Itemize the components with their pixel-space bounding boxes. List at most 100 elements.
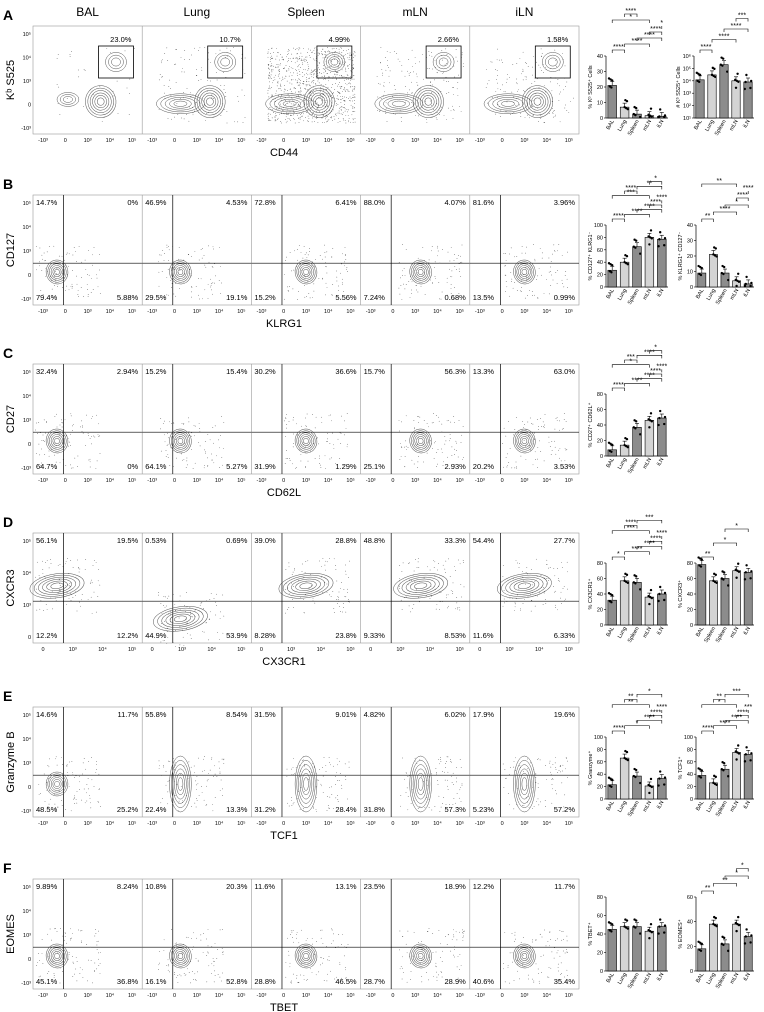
event-dot: [211, 289, 212, 291]
event-dot: [169, 613, 171, 615]
event-dot: [301, 425, 302, 427]
contour-line: [416, 772, 426, 796]
significance-bracket: [649, 373, 663, 377]
contour-line: [315, 97, 323, 106]
event-dot: [305, 580, 307, 582]
x-tick-label: -10³: [475, 821, 485, 827]
event-dot: [563, 413, 565, 414]
event-dot: [48, 971, 50, 972]
event-dot: [268, 87, 269, 89]
event-dot: [319, 72, 320, 73]
event-dot: [532, 443, 534, 445]
event-dot: [314, 70, 315, 72]
event-dot: [335, 72, 337, 73]
contour-line: [296, 945, 316, 967]
x-tick-label: 10³: [287, 647, 295, 653]
event-dot: [561, 973, 562, 974]
event-dot: [311, 76, 313, 78]
event-dot: [350, 75, 351, 77]
event-dot: [68, 597, 70, 599]
event-dot: [278, 108, 280, 109]
bar-y-tick-label: 80: [597, 561, 603, 567]
event-dot: [516, 964, 518, 965]
event-dot: [269, 75, 270, 76]
event-dot: [219, 447, 220, 449]
x-tick-label: 10⁵: [128, 308, 136, 315]
bar-y-tick-label: 0: [690, 797, 693, 803]
event-dot: [218, 280, 220, 281]
bar: [607, 85, 617, 119]
event-dot: [299, 118, 301, 120]
event-dot: [61, 800, 62, 801]
event-dot: [570, 100, 571, 102]
data-point: [736, 72, 739, 76]
event-dot: [431, 809, 433, 811]
event-dot: [68, 289, 70, 291]
event-dot: [345, 611, 347, 613]
event-dot: [222, 954, 224, 956]
event-dot: [349, 59, 351, 61]
event-dot: [449, 260, 451, 262]
event-dot: [298, 959, 300, 961]
event-dot: [455, 570, 456, 571]
event-dot: [344, 90, 346, 92]
event-dot: [339, 962, 341, 964]
quadrant-top-left-percent: 23.5%: [364, 882, 386, 891]
event-dot: [327, 561, 328, 563]
event-dot: [567, 777, 568, 779]
x-tick-label: 0: [501, 138, 504, 144]
significance-bracket: [649, 31, 663, 35]
x-tick-label: 10⁴: [433, 820, 442, 827]
event-dot: [315, 974, 317, 976]
event-dot: [323, 946, 325, 948]
contour-line: [414, 582, 428, 589]
x-tick-label: 10³: [84, 138, 92, 144]
contour-line: [378, 95, 419, 113]
event-dot: [195, 102, 197, 103]
event-dot: [166, 597, 168, 599]
x-tick-label: 10³: [411, 478, 419, 484]
quadrant-bottom-left-percent: 13.5%: [473, 293, 495, 302]
event-dot: [270, 113, 271, 115]
contour-line: [50, 434, 64, 448]
event-dot: [408, 281, 410, 282]
event-dot: [186, 457, 188, 459]
event-dot: [339, 82, 340, 83]
event-dot: [301, 563, 303, 565]
event-dot: [532, 115, 534, 116]
event-dot: [428, 51, 430, 52]
event-dot: [311, 971, 313, 973]
event-dot: [402, 270, 403, 272]
event-dot: [553, 947, 555, 949]
event-dot: [161, 612, 163, 614]
event-dot: [320, 73, 322, 74]
event-dot: [312, 70, 314, 72]
data-point: [625, 919, 629, 922]
event-dot: [437, 780, 438, 781]
bar-y-label: % Granzyme⁺: [587, 751, 594, 786]
event-dot: [211, 97, 213, 99]
event-dot: [289, 577, 290, 579]
event-dot: [43, 252, 45, 254]
contour-line: [483, 93, 533, 115]
contour-line: [170, 945, 190, 967]
event-dot: [460, 981, 461, 983]
gate-box: [534, 45, 571, 79]
event-dot: [423, 443, 424, 445]
event-dot: [525, 429, 527, 431]
event-dot: [348, 98, 349, 99]
event-dot: [458, 797, 460, 799]
event-dot: [211, 266, 213, 267]
data-point: [726, 70, 729, 73]
event-dot: [218, 439, 220, 441]
bar-y-label: % Kᵇ S525⁺ Cells: [587, 65, 594, 108]
event-dot: [285, 436, 286, 438]
event-dot: [221, 416, 222, 417]
bar-y-tick-label: 20: [597, 273, 603, 279]
event-dot: [353, 119, 355, 121]
event-dot: [212, 293, 213, 295]
event-dot: [286, 414, 287, 416]
event-dot: [429, 598, 431, 599]
event-dot: [216, 958, 218, 959]
